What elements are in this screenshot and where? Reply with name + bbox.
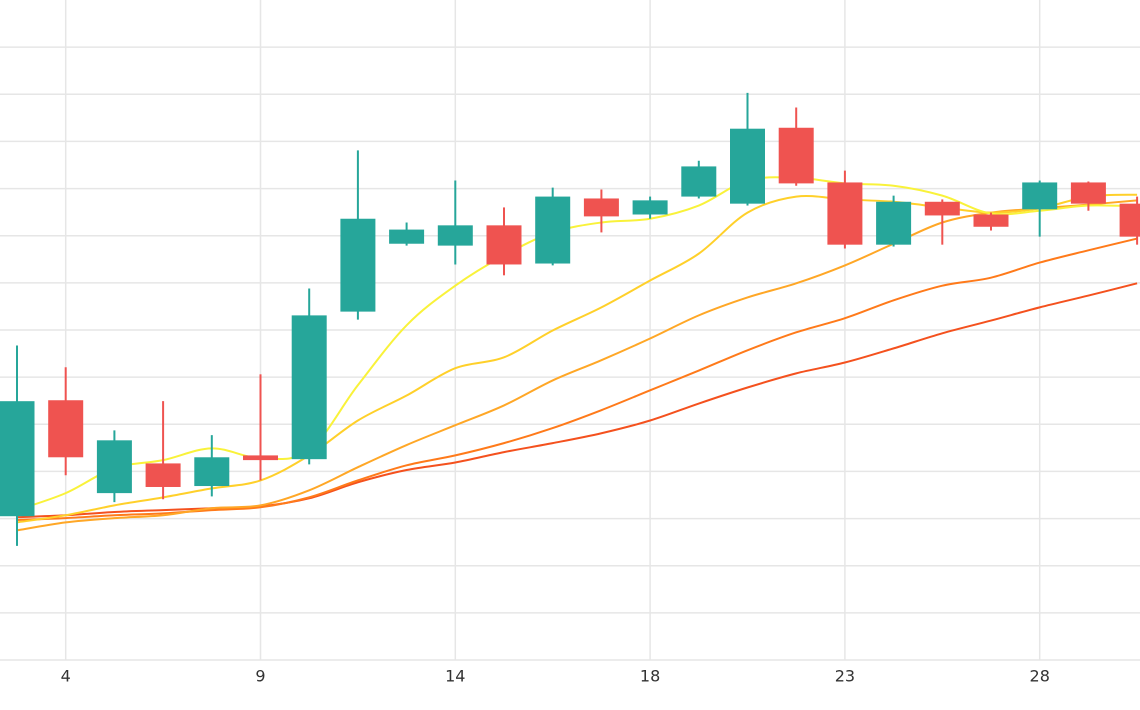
candle-body <box>876 201 912 245</box>
candle-body <box>583 198 619 217</box>
candle-body <box>827 182 863 245</box>
candle-body <box>0 401 35 517</box>
candle-body <box>535 196 571 264</box>
moving-average-line <box>16 237 1138 521</box>
candle-body <box>340 218 376 312</box>
candle-body <box>1022 182 1058 210</box>
candle-body <box>730 128 765 204</box>
x-tick-label: 4 <box>61 667 71 686</box>
candle-body <box>632 200 668 215</box>
x-tick-label: 9 <box>255 667 265 686</box>
x-tick-label: 28 <box>1030 667 1050 686</box>
candle-body <box>778 127 814 184</box>
candle-body <box>681 166 717 197</box>
candle-body <box>194 457 230 487</box>
candle-body <box>924 201 960 216</box>
candle-body <box>96 440 132 494</box>
candle-body <box>145 463 181 487</box>
x-tick-label: 14 <box>445 667 465 686</box>
candle-body <box>389 229 425 244</box>
candle-body <box>243 455 278 461</box>
moving-average-line <box>16 193 1138 524</box>
x-tick-label: 23 <box>835 667 855 686</box>
candle-body <box>1119 203 1140 237</box>
candle-body <box>1070 182 1106 204</box>
moving-average-line <box>16 176 1138 512</box>
candle-body <box>486 225 522 265</box>
candle-body <box>437 225 473 246</box>
candle-body <box>291 315 327 460</box>
candle-body <box>973 214 1009 227</box>
candle-body <box>48 400 84 458</box>
x-tick-label: 18 <box>640 667 660 686</box>
moving-average-line <box>16 199 1138 532</box>
